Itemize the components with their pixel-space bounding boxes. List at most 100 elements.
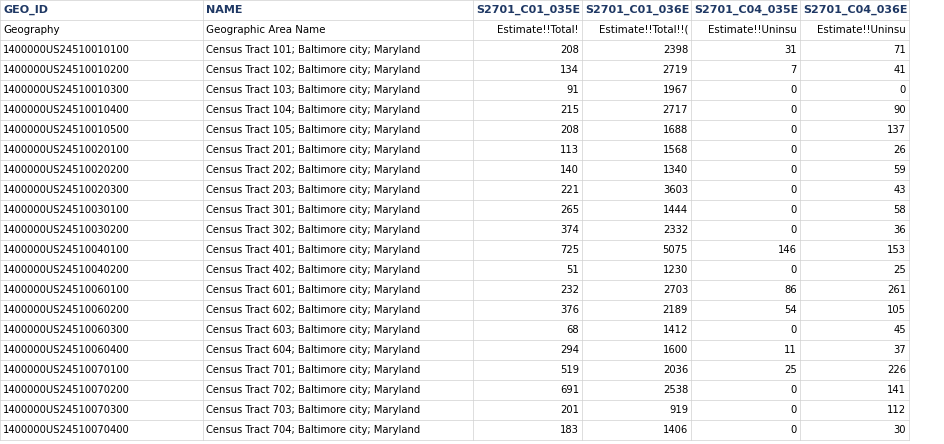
Text: 45: 45	[893, 325, 906, 335]
Bar	[800, 420, 909, 440]
Bar	[800, 300, 909, 320]
Bar	[203, 420, 473, 440]
Bar	[473, 420, 582, 440]
Bar	[0, 320, 203, 340]
Text: 0: 0	[791, 105, 797, 115]
Bar	[0, 280, 203, 300]
Bar	[203, 240, 473, 260]
Bar	[582, 260, 691, 280]
Bar	[473, 20, 582, 40]
Bar	[582, 100, 691, 120]
Bar	[691, 280, 800, 300]
Bar	[473, 40, 582, 60]
Bar	[473, 320, 582, 340]
Bar	[691, 80, 800, 100]
Text: S2701_C04_035E: S2701_C04_035E	[694, 5, 799, 15]
Bar	[0, 420, 203, 440]
Text: 37: 37	[893, 345, 906, 355]
Text: 183: 183	[560, 425, 579, 435]
Text: Census Tract 202; Baltimore city; Maryland: Census Tract 202; Baltimore city; Maryla…	[206, 165, 420, 175]
Text: Census Tract 703; Baltimore city; Maryland: Census Tract 703; Baltimore city; Maryla…	[206, 405, 420, 415]
Text: 294: 294	[560, 345, 579, 355]
Text: Census Tract 402; Baltimore city; Maryland: Census Tract 402; Baltimore city; Maryla…	[206, 265, 420, 275]
Text: 3603: 3603	[663, 185, 688, 195]
Text: Estimate!!Uninsu: Estimate!!Uninsu	[708, 25, 797, 35]
Bar	[691, 380, 800, 400]
Bar	[473, 360, 582, 380]
Text: 58: 58	[893, 205, 906, 215]
Text: GEO_ID: GEO_ID	[3, 5, 48, 15]
Text: 0: 0	[791, 325, 797, 335]
Text: Geography: Geography	[3, 25, 59, 35]
Text: 0: 0	[791, 405, 797, 415]
Bar	[473, 60, 582, 80]
Bar	[0, 220, 203, 240]
Text: Census Tract 603; Baltimore city; Maryland: Census Tract 603; Baltimore city; Maryla…	[206, 325, 420, 335]
Text: Census Tract 702; Baltimore city; Maryland: Census Tract 702; Baltimore city; Maryla…	[206, 385, 420, 395]
Bar	[582, 180, 691, 200]
Text: 1400000US24510010500: 1400000US24510010500	[3, 125, 130, 135]
Text: 691: 691	[560, 385, 579, 395]
Bar	[0, 140, 203, 160]
Bar	[203, 160, 473, 180]
Text: NAME: NAME	[206, 5, 243, 15]
Bar	[691, 360, 800, 380]
Bar	[473, 220, 582, 240]
Bar	[691, 400, 800, 420]
Bar	[0, 20, 203, 40]
Text: 1400000US24510040100: 1400000US24510040100	[3, 245, 129, 255]
Text: 1400000US24510020200: 1400000US24510020200	[3, 165, 130, 175]
Bar	[691, 100, 800, 120]
Bar	[473, 160, 582, 180]
Text: Census Tract 602; Baltimore city; Maryland: Census Tract 602; Baltimore city; Maryla…	[206, 305, 420, 315]
Text: 1400000US24510060100: 1400000US24510060100	[3, 285, 130, 295]
Bar	[800, 160, 909, 180]
Text: Census Tract 604; Baltimore city; Maryland: Census Tract 604; Baltimore city; Maryla…	[206, 345, 420, 355]
Bar	[800, 0, 909, 20]
Text: Census Tract 103; Baltimore city; Maryland: Census Tract 103; Baltimore city; Maryla…	[206, 85, 420, 95]
Text: 208: 208	[560, 125, 579, 135]
Text: 376: 376	[560, 305, 579, 315]
Text: 725: 725	[560, 245, 579, 255]
Text: 1400000US24510060300: 1400000US24510060300	[3, 325, 129, 335]
Bar	[582, 160, 691, 180]
Bar	[203, 20, 473, 40]
Text: 51: 51	[566, 265, 579, 275]
Text: 1400000US24510070100: 1400000US24510070100	[3, 365, 130, 375]
Bar	[473, 340, 582, 360]
Text: Census Tract 101; Baltimore city; Maryland: Census Tract 101; Baltimore city; Maryla…	[206, 45, 420, 55]
Text: S2701_C01_036E: S2701_C01_036E	[585, 5, 689, 15]
Bar	[0, 300, 203, 320]
Text: S2701_C04_036E: S2701_C04_036E	[803, 5, 907, 15]
Text: 1412: 1412	[663, 325, 688, 335]
Text: 208: 208	[560, 45, 579, 55]
Bar	[691, 260, 800, 280]
Bar	[0, 100, 203, 120]
Bar	[0, 120, 203, 140]
Bar	[800, 120, 909, 140]
Text: 140: 140	[560, 165, 579, 175]
Bar	[582, 0, 691, 20]
Bar	[473, 80, 582, 100]
Bar	[691, 240, 800, 260]
Bar	[582, 80, 691, 100]
Bar	[0, 80, 203, 100]
Bar	[203, 100, 473, 120]
Text: Estimate!!Uninsu: Estimate!!Uninsu	[818, 25, 906, 35]
Bar	[203, 320, 473, 340]
Text: 0: 0	[791, 265, 797, 275]
Bar	[203, 120, 473, 140]
Bar	[473, 180, 582, 200]
Text: 91: 91	[566, 85, 579, 95]
Text: 0: 0	[791, 225, 797, 235]
Text: Estimate!!Total!: Estimate!!Total!	[497, 25, 579, 35]
Text: 1400000US24510030100: 1400000US24510030100	[3, 205, 129, 215]
Bar	[691, 180, 800, 200]
Bar	[203, 340, 473, 360]
Text: 134: 134	[560, 65, 579, 75]
Bar	[203, 280, 473, 300]
Text: 1400000US24510060400: 1400000US24510060400	[3, 345, 129, 355]
Bar	[800, 400, 909, 420]
Bar	[0, 260, 203, 280]
Bar	[691, 20, 800, 40]
